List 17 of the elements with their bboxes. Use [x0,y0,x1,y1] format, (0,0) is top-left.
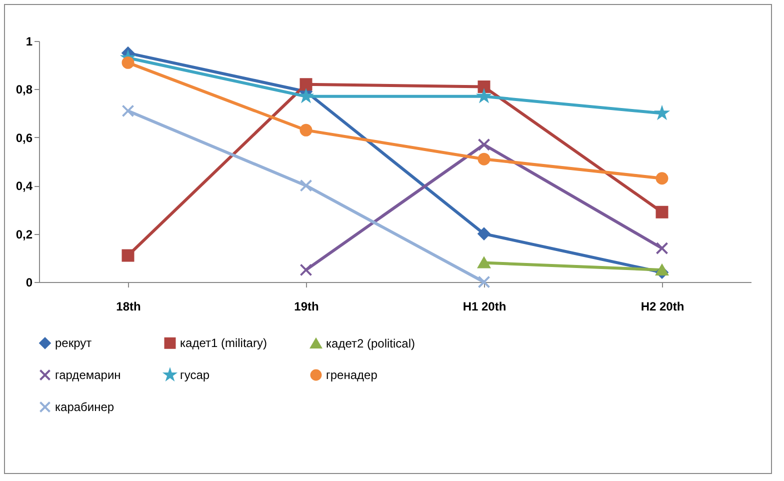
x-tick-label: H2 20th [640,300,684,314]
x-tick-label: 19th [294,300,319,314]
y-tick-label: 0,6 [16,130,33,145]
legend-label: гардемарин [55,368,121,382]
legend-label: карабинер [55,400,114,414]
y-tick-label: 0,8 [16,82,33,97]
y-tick-label: 0 [26,276,33,290]
y-tick-label: 0,4 [16,179,33,194]
legend-label: гусар [180,368,210,382]
legend-label: рекрут [55,336,92,350]
y-tick-label: 1 [26,34,33,48]
legend-label: кадет1 (military) [180,336,267,350]
legend-label: гренадер [326,368,378,382]
x-tick-label: H1 20th [462,300,506,314]
y-tick-label: 0,2 [16,227,33,242]
x-tick-label: 18th [116,300,141,314]
legend-label: кадет2 (political) [326,336,415,350]
